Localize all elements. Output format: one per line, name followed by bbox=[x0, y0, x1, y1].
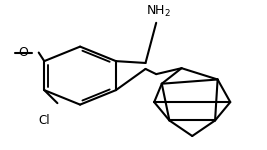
Text: O: O bbox=[8, 52, 9, 53]
Text: Cl: Cl bbox=[38, 114, 50, 127]
Text: O: O bbox=[18, 46, 28, 59]
Text: NH$_2$: NH$_2$ bbox=[146, 4, 171, 19]
Text: methoxy: methoxy bbox=[11, 51, 17, 52]
